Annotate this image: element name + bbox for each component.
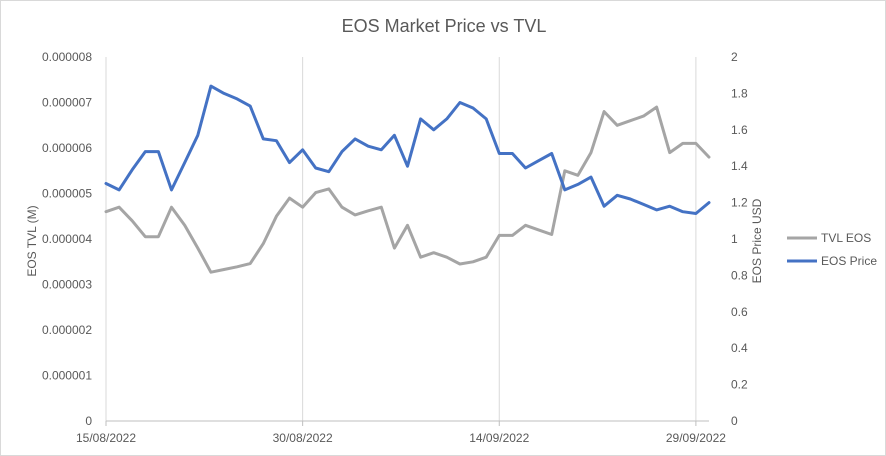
y-right-tick-label: 0.2 bbox=[731, 378, 748, 392]
series-line-eos-price bbox=[104, 84, 711, 215]
x-tick-label: 15/08/2022 bbox=[76, 431, 136, 445]
y-left-tick-label: 0.000003 bbox=[42, 278, 92, 292]
gridlines bbox=[105, 57, 709, 422]
y-right-tick-label: 1 bbox=[731, 232, 738, 246]
y-right-tick-label: 1.6 bbox=[731, 123, 748, 137]
series-line-tvl-eos bbox=[104, 105, 711, 274]
x-tick-label: 30/08/2022 bbox=[273, 431, 333, 445]
y-left-tick-label: 0.000007 bbox=[42, 96, 92, 110]
y-right-tick-label: 1.4 bbox=[731, 159, 748, 173]
x-tick-label: 14/09/2022 bbox=[469, 431, 529, 445]
y-left-tick-label: 0.000004 bbox=[42, 232, 92, 246]
y-axis-right-title: EOS Price USD bbox=[750, 198, 764, 283]
y-right-tick-label: 0 bbox=[731, 414, 738, 428]
y-right-tick-label: 2 bbox=[731, 50, 738, 64]
y-axis-left-title: EOS TVL (M) bbox=[25, 205, 39, 276]
y-left-tick-label: 0.000006 bbox=[42, 141, 92, 155]
y-axis-right-ticks: 0 0.2 0.4 0.6 0.8 1 1.2 1.4 1.6 1.8 2 bbox=[731, 50, 748, 428]
y-left-tick-label: 0.000005 bbox=[42, 187, 92, 201]
y-axis-left-ticks: 0 0.000001 0.000002 0.000003 0.000004 0.00000… bbox=[42, 50, 92, 428]
y-right-tick-label: 1.8 bbox=[731, 86, 748, 100]
series-layer bbox=[104, 84, 711, 274]
y-left-tick-label: 0.000001 bbox=[42, 369, 92, 383]
y-right-tick-label: 0.8 bbox=[731, 268, 748, 282]
x-tick-label: 29/09/2022 bbox=[666, 431, 726, 445]
y-right-tick-label: 1.2 bbox=[731, 196, 748, 210]
legend-label-tvl-eos: TVL EOS bbox=[821, 231, 871, 245]
y-right-tick-label: 0.6 bbox=[731, 305, 748, 319]
x-axis-ticks: 15/08/2022 30/08/2022 14/09/2022 29/09/2022 bbox=[76, 421, 726, 445]
legend: TVL EOS EOS Price bbox=[787, 231, 877, 268]
y-right-tick-label: 0.4 bbox=[731, 341, 748, 355]
legend-label-eos-price: EOS Price bbox=[821, 254, 877, 268]
chart-title: EOS Market Price vs TVL bbox=[342, 16, 547, 36]
y-left-tick-label: 0.000008 bbox=[42, 50, 92, 64]
y-left-tick-label: 0.000002 bbox=[42, 323, 92, 337]
y-left-tick-label: 0 bbox=[85, 414, 92, 428]
